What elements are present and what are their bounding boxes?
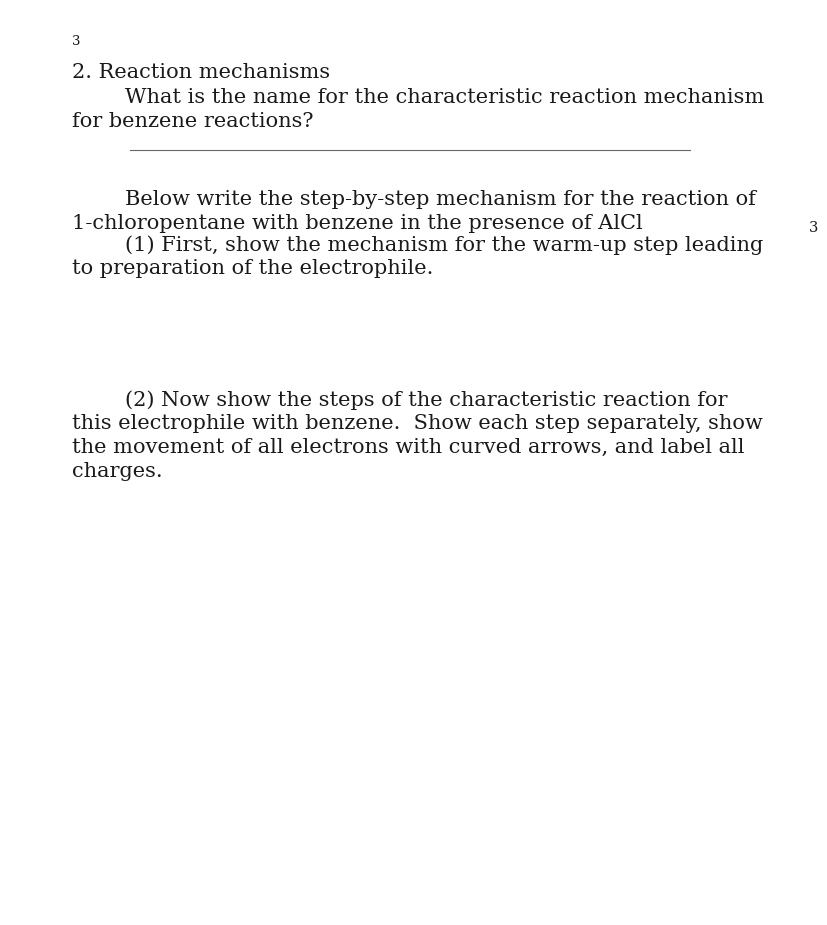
Text: for benzene reactions?: for benzene reactions? — [72, 112, 313, 131]
Text: What is the name for the characteristic reaction mechanism: What is the name for the characteristic … — [72, 88, 763, 107]
Text: catalyst.: catalyst. — [820, 214, 827, 233]
Text: 3: 3 — [807, 221, 817, 235]
Text: this electrophile with benzene.  Show each step separately, show: this electrophile with benzene. Show eac… — [72, 414, 762, 433]
Text: the movement of all electrons with curved arrows, and label all: the movement of all electrons with curve… — [72, 438, 743, 457]
Text: 2. Reaction mechanisms: 2. Reaction mechanisms — [72, 63, 330, 82]
Text: charges.: charges. — [72, 462, 162, 481]
Text: (1) First, show the mechanism for the warm-up step leading: (1) First, show the mechanism for the wa… — [72, 235, 762, 254]
Text: 3: 3 — [72, 35, 80, 48]
Text: to preparation of the electrophile.: to preparation of the electrophile. — [72, 259, 433, 278]
Text: Below write the step-by-step mechanism for the reaction of: Below write the step-by-step mechanism f… — [72, 190, 755, 209]
Text: 1-chloropentane with benzene in the presence of AlCl: 1-chloropentane with benzene in the pres… — [72, 214, 642, 233]
Text: (2) Now show the steps of the characteristic reaction for: (2) Now show the steps of the characteri… — [72, 390, 727, 410]
